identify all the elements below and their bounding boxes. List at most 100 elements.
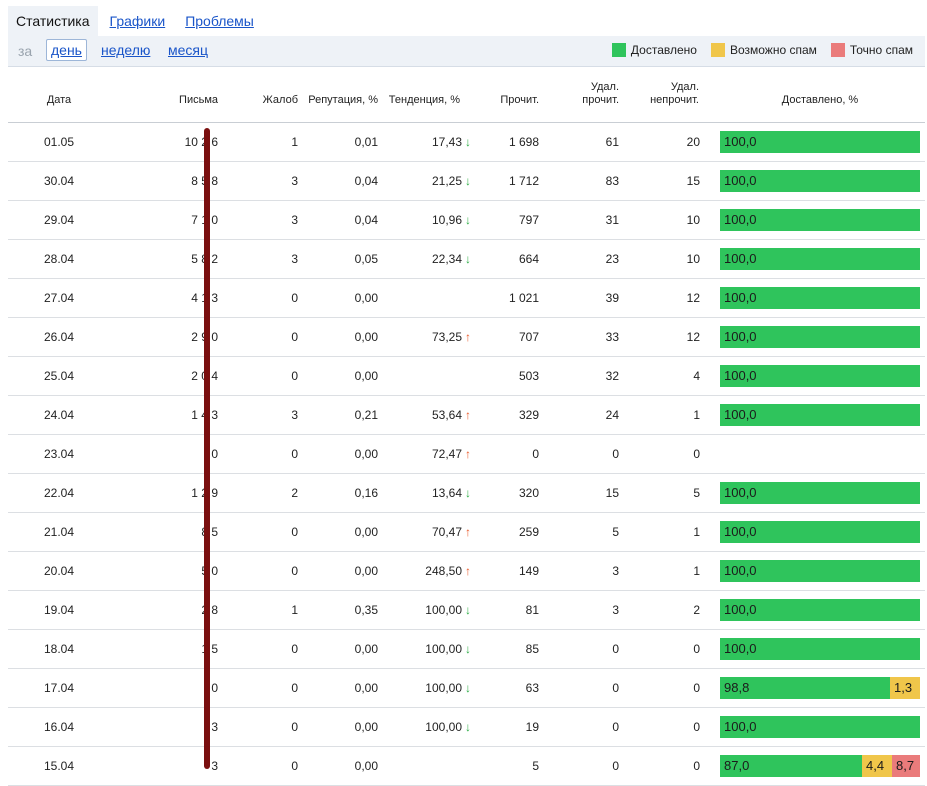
period-label: за — [18, 43, 33, 59]
complaints-cell: 2 — [291, 486, 298, 500]
delivered-bar: 100,0 — [720, 560, 920, 582]
trend-value: 100,00 — [425, 642, 462, 656]
bar-segment-green: 100,0 — [720, 248, 920, 270]
read-cell: 19 — [525, 720, 539, 734]
date-cell: 28.04 — [43, 252, 75, 266]
deleted-unread-cell: 1 — [693, 408, 700, 422]
reputation-cell: 0,00 — [354, 291, 378, 305]
arrow-down-icon: ↓ — [465, 681, 471, 695]
date-cell: 18.04 — [43, 642, 75, 656]
deleted-read-cell: 24 — [605, 408, 619, 422]
complaints-cell: 0 — [291, 642, 298, 656]
trend-cell: 100,00 ↓ — [388, 708, 474, 746]
reputation-cell: 0,00 — [354, 681, 378, 695]
read-cell: 149 — [518, 564, 539, 578]
date-cell: 16.04 — [43, 720, 75, 734]
read-cell: 63 — [525, 681, 539, 695]
deleted-read-cell: 0 — [612, 720, 619, 734]
reputation-cell: 0,00 — [354, 564, 378, 578]
date-cell: 17.04 — [43, 681, 75, 695]
reputation-cell: 0,16 — [354, 486, 378, 500]
col-reputation-header: Репутация, % — [308, 94, 378, 106]
legend-swatch-delivered — [611, 43, 626, 57]
date-cell: 26.04 — [43, 330, 75, 344]
col-del-read-header-line1: Удал. — [590, 81, 619, 93]
bar-segment-green: 100,0 — [720, 521, 920, 543]
table-row: 16.04 3 0 0,00 19 0 0 100,00 ↓ 100,0 — [8, 708, 925, 747]
delivered-bar: 98,8 1,3 — [720, 677, 920, 699]
complaints-cell: 0 — [291, 291, 298, 305]
complaints-cell: 0 — [291, 681, 298, 695]
period-month-button[interactable]: месяц — [168, 42, 209, 58]
legend-maybe-spam: Возможно спам — [710, 43, 817, 57]
period-day-button[interactable]: день — [46, 39, 87, 61]
col-trend-header: Тенденция, % — [388, 94, 460, 106]
period-week-button[interactable]: неделю — [101, 42, 151, 58]
delivered-bar: 100,0 — [720, 248, 920, 270]
letters-cell: 3 — [211, 759, 218, 773]
deleted-unread-cell: 0 — [693, 759, 700, 773]
deleted-unread-cell: 0 — [693, 720, 700, 734]
bar-segment-green: 100,0 — [720, 599, 920, 621]
deleted-read-cell: 3 — [612, 603, 619, 617]
reputation-cell: 0,00 — [354, 720, 378, 734]
arrow-down-icon: ↓ — [465, 213, 471, 227]
complaints-cell: 0 — [291, 330, 298, 344]
bar-segment-green: 100,0 — [720, 365, 920, 387]
bar-segment-green: 100,0 — [720, 404, 920, 426]
trend-cell: 72,47 ↑ — [388, 435, 474, 473]
legend: Доставлено Возможно спам Точно спам — [598, 43, 913, 57]
legend-label: Возможно спам — [729, 43, 817, 57]
reputation-cell: 0,00 — [354, 525, 378, 539]
delivered-bar: 100,0 — [720, 521, 920, 543]
arrow-down-icon: ↓ — [465, 486, 471, 500]
read-cell: 1 712 — [508, 174, 539, 188]
complaints-cell: 0 — [291, 447, 298, 461]
stats-table: Дата Письма Жалоб Репутация, % Тенденция… — [8, 70, 925, 786]
read-cell: 85 — [525, 642, 539, 656]
trend-cell: 100,00 ↓ — [388, 669, 474, 707]
date-cell: 21.04 — [43, 525, 75, 539]
read-cell: 1 021 — [508, 291, 539, 305]
bar-segment-green: 100,0 — [720, 482, 920, 504]
deleted-unread-cell: 1 — [693, 564, 700, 578]
redaction-stroke — [204, 128, 210, 769]
trend-cell: 100,00 ↓ — [388, 591, 474, 629]
read-cell: 5 — [532, 759, 539, 773]
trend-cell — [388, 357, 474, 395]
tab-charts[interactable]: Графики — [109, 13, 166, 29]
reputation-cell: 0,00 — [354, 642, 378, 656]
delivered-bar: 100,0 — [720, 638, 920, 660]
bar-segment-green: 100,0 — [720, 716, 920, 738]
deleted-read-cell: 15 — [605, 486, 619, 500]
delivered-bar: 100,0 — [720, 365, 920, 387]
arrow-down-icon: ↓ — [465, 174, 471, 188]
deleted-read-cell: 61 — [605, 135, 619, 149]
deleted-unread-cell: 15 — [686, 174, 700, 188]
trend-cell: 10,96 ↓ — [388, 201, 474, 239]
bar-segment-green: 100,0 — [720, 209, 920, 231]
date-cell: 20.04 — [43, 564, 75, 578]
legend-swatch-spam — [830, 43, 845, 57]
complaints-cell: 0 — [291, 525, 298, 539]
bar-segment-green: 100,0 — [720, 560, 920, 582]
delivered-bar: 100,0 — [720, 287, 920, 309]
deleted-unread-cell: 4 — [693, 369, 700, 383]
date-cell: 23.04 — [43, 447, 75, 461]
trend-value: 248,50 — [425, 564, 462, 578]
arrow-down-icon: ↓ — [465, 603, 471, 617]
table-row: 23.04 0 0 0,00 0 0 0 72,47 ↑ — [8, 435, 925, 474]
date-cell: 25.04 — [43, 369, 75, 383]
reputation-cell: 0,00 — [354, 759, 378, 773]
complaints-cell: 0 — [291, 720, 298, 734]
read-cell: 503 — [518, 369, 539, 383]
date-cell: 29.04 — [43, 213, 75, 227]
tab-statistics[interactable]: Статистика — [8, 6, 98, 36]
bar-segment-green: 100,0 — [720, 326, 920, 348]
tab-problems[interactable]: Проблемы — [185, 13, 254, 29]
